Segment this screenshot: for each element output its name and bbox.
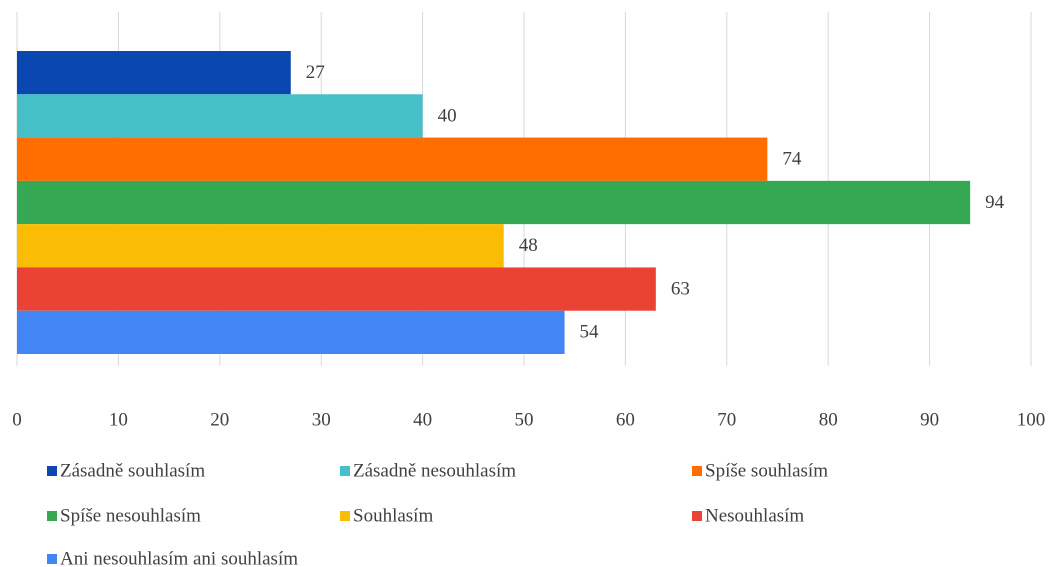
x-tick-label: 10 bbox=[109, 409, 128, 430]
data-label: 54 bbox=[580, 322, 600, 343]
x-tick-label: 70 bbox=[717, 409, 736, 430]
x-tick-label: 30 bbox=[312, 409, 331, 430]
bar bbox=[17, 51, 291, 95]
x-tick-label: 50 bbox=[515, 409, 534, 430]
bar bbox=[17, 224, 504, 268]
bar bbox=[17, 180, 971, 225]
data-label: 63 bbox=[671, 278, 690, 299]
x-tick-label: 80 bbox=[819, 409, 838, 430]
legend-swatch bbox=[340, 511, 350, 521]
x-tick-label: 100 bbox=[1017, 409, 1046, 430]
legend-label: Nesouhlasím bbox=[705, 505, 804, 526]
legend-swatch bbox=[692, 466, 702, 476]
data-label: 74 bbox=[782, 149, 802, 170]
legend-swatch bbox=[47, 511, 57, 521]
bar bbox=[17, 310, 565, 354]
x-tick-label: 20 bbox=[210, 409, 229, 430]
x-tick-label: 90 bbox=[920, 409, 939, 430]
legend-label: Zásadně souhlasím bbox=[60, 460, 205, 481]
legend-swatch bbox=[340, 466, 350, 476]
x-tick-label: 0 bbox=[12, 409, 22, 430]
bar bbox=[17, 267, 656, 311]
legend-label: Zásadně nesouhlasím bbox=[353, 460, 516, 481]
x-tick-label: 60 bbox=[616, 409, 635, 430]
legend-swatch bbox=[47, 554, 57, 564]
legend-label: Spíše souhlasím bbox=[705, 460, 828, 481]
legend-swatch bbox=[47, 466, 57, 476]
bar bbox=[17, 94, 423, 138]
data-label: 94 bbox=[985, 192, 1005, 213]
x-tick-label: 40 bbox=[413, 409, 432, 430]
legend-label: Souhlasím bbox=[353, 505, 433, 526]
legend-swatch bbox=[692, 511, 702, 521]
data-label: 27 bbox=[306, 62, 325, 83]
legend-label: Ani nesouhlasím ani souhlasím bbox=[60, 548, 298, 567]
legend-label: Spíše nesouhlasím bbox=[60, 505, 201, 526]
data-label: 40 bbox=[438, 105, 457, 126]
bar bbox=[17, 137, 768, 181]
data-label: 48 bbox=[519, 235, 538, 256]
